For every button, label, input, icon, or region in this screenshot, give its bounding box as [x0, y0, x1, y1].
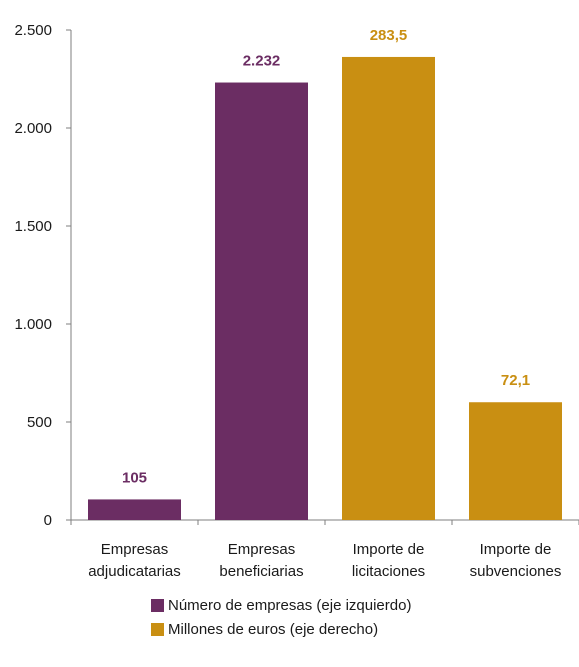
- bar: [469, 402, 562, 520]
- data-label: 105: [122, 469, 147, 486]
- data-label: 72,1: [501, 372, 530, 389]
- axes: 0 500 1.000 1.500 2.000 2.500: [14, 22, 579, 529]
- y-tick-label: 500: [27, 414, 52, 431]
- x-category-label: Empresas: [101, 541, 169, 558]
- x-category-label: beneficiarias: [219, 563, 303, 580]
- data-label: 2.232: [243, 53, 281, 70]
- legend-item-empresas: Número de empresas (eje izquierdo): [151, 593, 411, 617]
- x-category-label: licitaciones: [352, 563, 425, 580]
- legend-swatch-purple: [151, 598, 164, 612]
- x-category-label: subvenciones: [470, 563, 562, 580]
- legend: Número de empresas (eje izquierdo) Millo…: [151, 593, 411, 641]
- y-tick-label: 0: [44, 512, 52, 529]
- labels: Empresas adjudicatarias Empresas beneficiar…: [88, 27, 561, 580]
- legend-swatch-gold: [151, 622, 164, 636]
- x-category-label: Importe de: [480, 541, 552, 558]
- y-tick-label: 1.500: [14, 218, 52, 235]
- bar: [342, 56, 435, 520]
- x-category-label: Importe de: [353, 541, 425, 558]
- x-category-label: adjudicatarias: [88, 563, 181, 580]
- bars: [88, 56, 562, 520]
- bar-chart: 0 500 1.000 1.500 2.000 2.500 Empresas adjudic…: [14, 22, 579, 580]
- y-tick-label: 2.000: [14, 120, 52, 137]
- bar: [88, 499, 181, 520]
- x-category-label: Empresas: [228, 541, 296, 558]
- legend-label: Millones de euros (eje derecho): [168, 620, 379, 638]
- y-tick-label: 2.500: [14, 22, 52, 39]
- legend-item-euros: Millones de euros (eje derecho): [151, 617, 411, 641]
- data-label: 283,5: [370, 27, 408, 44]
- bar: [215, 82, 308, 520]
- legend-label: Número de empresas (eje izquierdo): [168, 596, 412, 614]
- y-tick-label: 1.000: [14, 316, 52, 333]
